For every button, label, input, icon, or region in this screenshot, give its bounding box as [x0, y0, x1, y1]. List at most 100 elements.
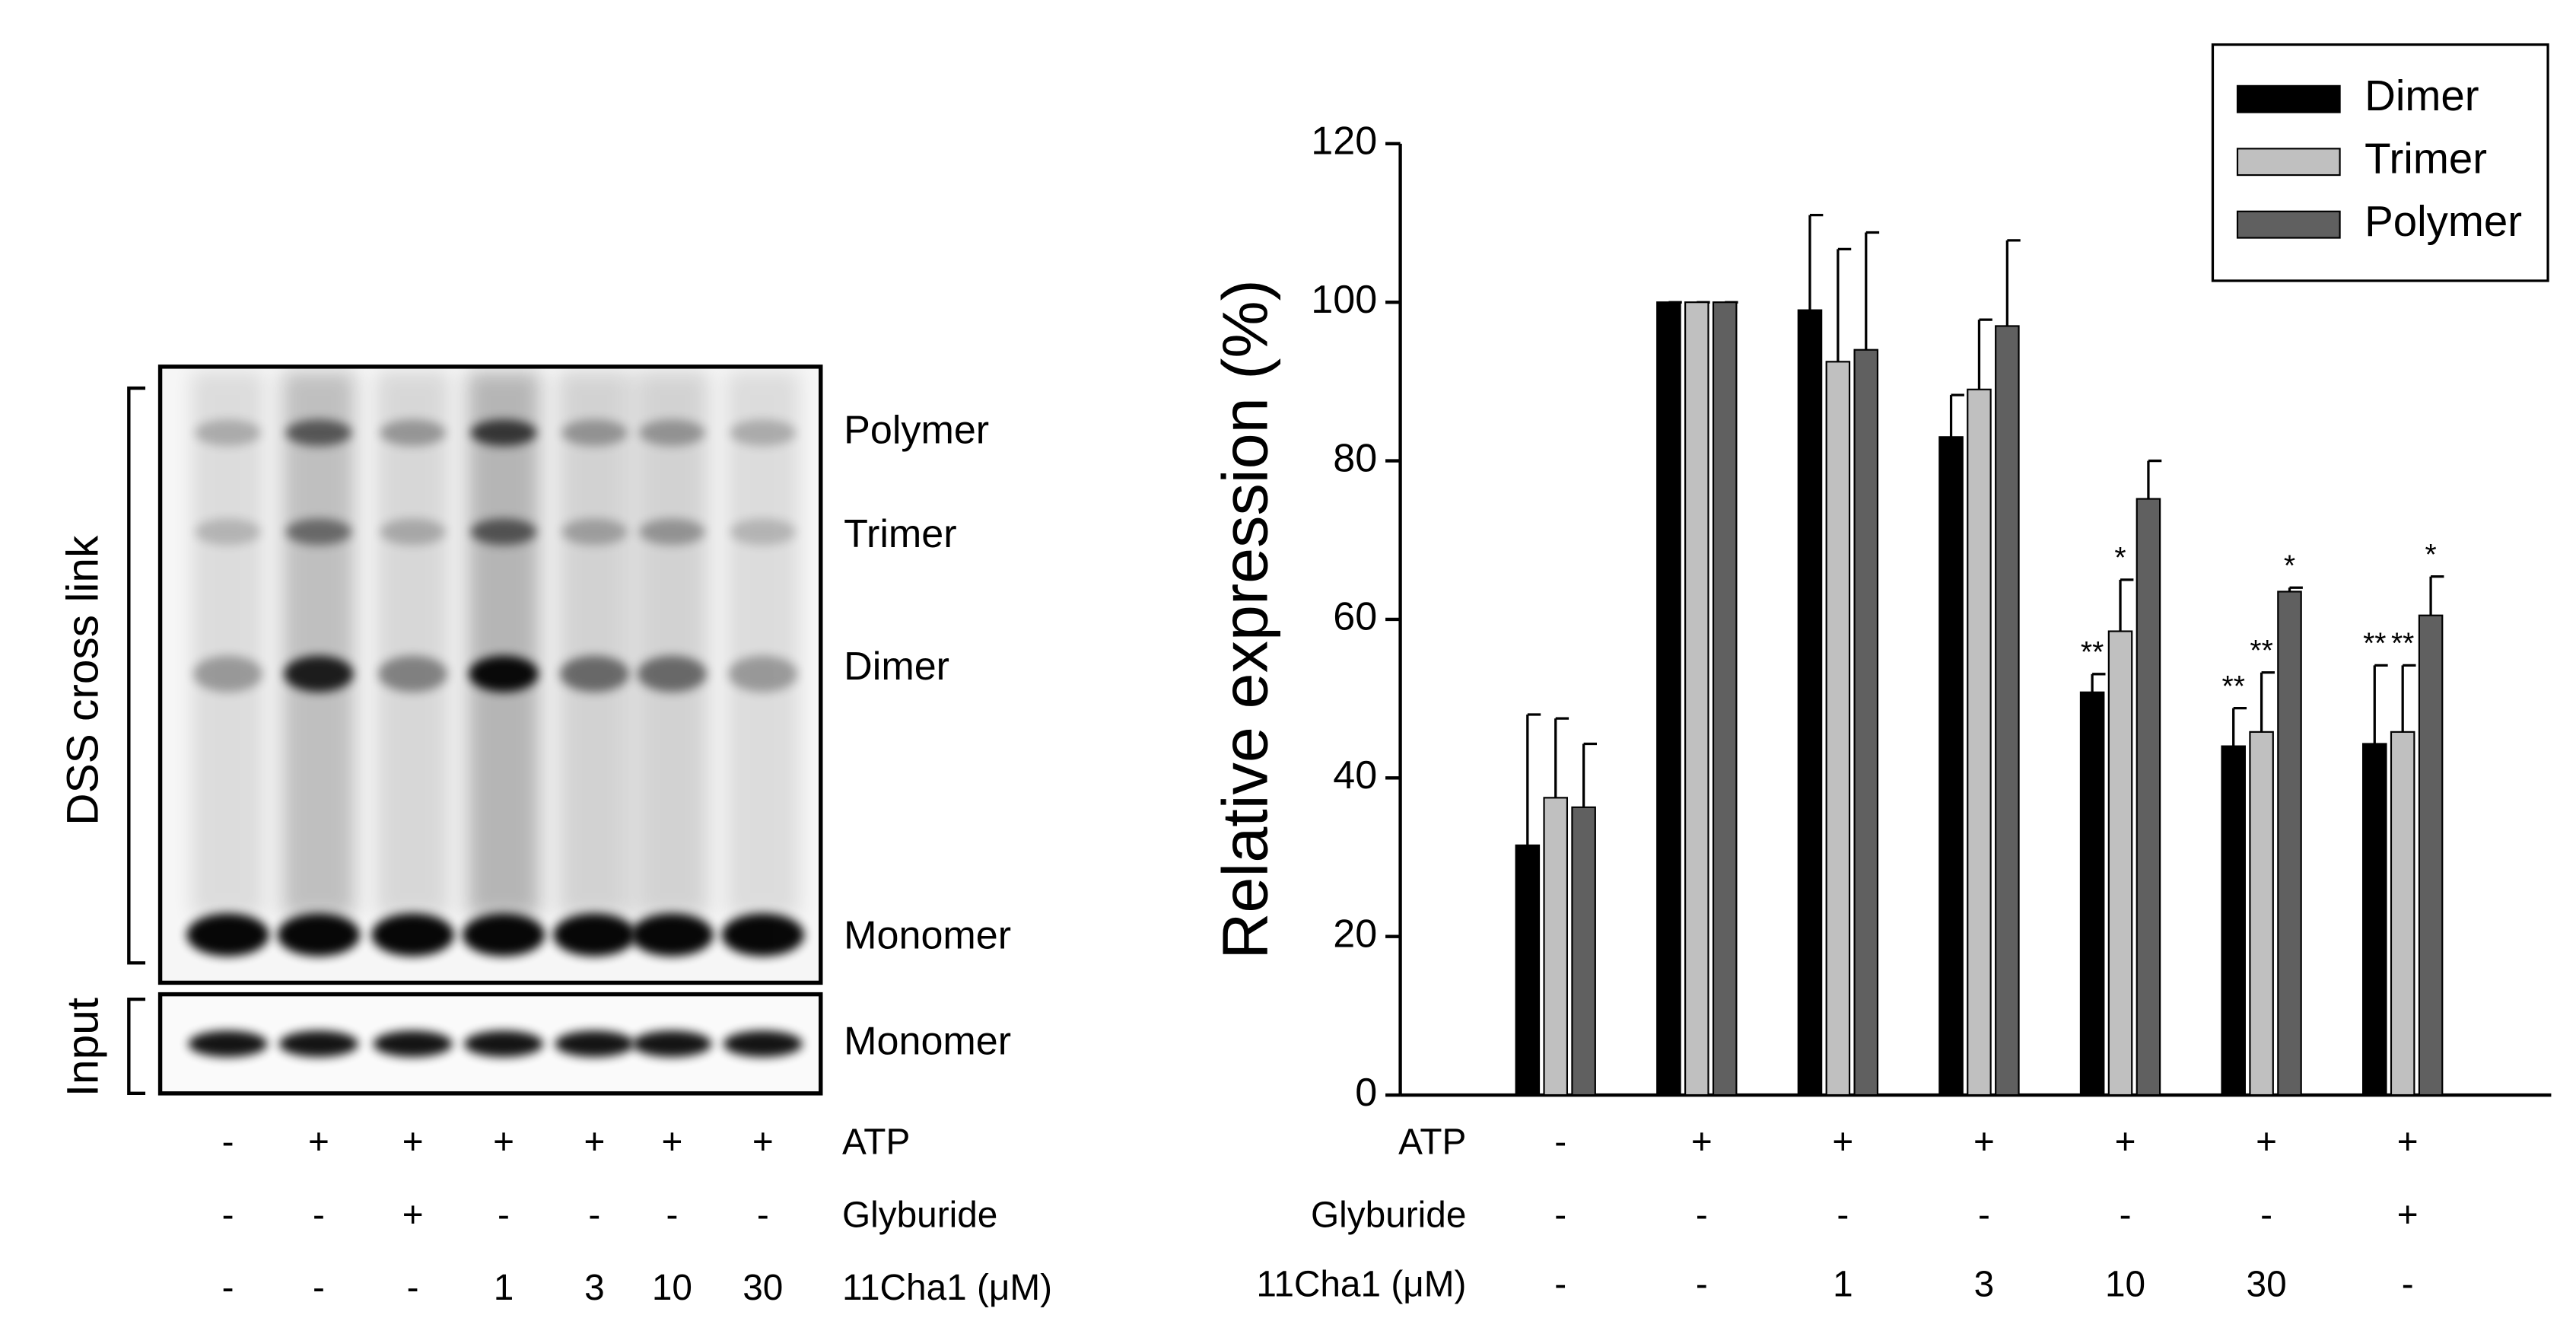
bar	[2221, 745, 2246, 1097]
band	[637, 655, 707, 692]
band	[195, 518, 261, 546]
condition-value: -	[498, 1195, 510, 1235]
condition-value: -	[222, 1195, 234, 1235]
condition-value: +	[2397, 1122, 2419, 1163]
condition-value: -	[1554, 1264, 1566, 1304]
legend-label: Dimer	[2365, 72, 2479, 119]
bar	[2136, 498, 2161, 1097]
condition-value: 10	[652, 1268, 692, 1308]
condition-value: 10	[2105, 1264, 2145, 1304]
y-tick-label: 100	[1311, 278, 1377, 322]
condition-value: +	[493, 1122, 514, 1163]
dss-label: DSS cross link	[58, 535, 107, 826]
condition-label: 11Cha1 (μM)	[842, 1268, 1052, 1308]
condition-value: 3	[1974, 1264, 1995, 1304]
bar	[1825, 361, 1851, 1097]
band	[730, 518, 797, 546]
lane-smear	[376, 371, 450, 917]
condition-value: 1	[1833, 1264, 1853, 1304]
band	[730, 419, 797, 447]
band-label: Polymer	[844, 408, 989, 452]
significance-mark: **	[2363, 628, 2386, 661]
condition-value: +	[2397, 1195, 2419, 1235]
condition-value: -	[2402, 1264, 2414, 1304]
significance-mark: **	[2391, 628, 2414, 661]
legend-label: Polymer	[2365, 197, 2522, 245]
condition-value: +	[2115, 1122, 2136, 1163]
y-tick-label: 40	[1333, 753, 1377, 797]
band	[378, 655, 448, 692]
band	[285, 419, 352, 447]
band	[380, 518, 447, 546]
condition-value: -	[2260, 1195, 2272, 1235]
significance-mark: **	[2081, 636, 2104, 669]
bar	[2390, 731, 2415, 1097]
condition-value: +	[402, 1195, 424, 1235]
lane-smear	[191, 371, 265, 917]
condition-value: -	[1554, 1195, 1566, 1235]
band	[188, 1030, 268, 1058]
legend-swatch	[2236, 210, 2341, 239]
dss-bracket	[127, 386, 146, 965]
condition-value: +	[752, 1122, 774, 1163]
condition-value: 3	[584, 1268, 605, 1308]
band	[631, 913, 714, 957]
condition-label: 11Cha1 (μM)	[1256, 1264, 1466, 1304]
bar	[1571, 806, 1596, 1097]
y-axis-title: Relative expression (%)	[1208, 279, 1280, 960]
condition-value: -	[407, 1268, 419, 1308]
band-label: Monomer	[844, 914, 1011, 958]
condition-value: 1	[494, 1268, 514, 1308]
blot-input-image	[160, 994, 821, 1093]
band	[285, 518, 352, 546]
legend-swatch	[2236, 84, 2341, 113]
band	[278, 1030, 359, 1058]
band	[639, 419, 705, 447]
bar	[2249, 731, 2274, 1097]
band	[462, 913, 545, 957]
condition-value: -	[666, 1195, 678, 1235]
condition-value: -	[1837, 1195, 1849, 1235]
band	[277, 913, 361, 957]
band	[469, 655, 539, 692]
condition-value: 30	[2247, 1264, 2287, 1304]
condition-value: +	[308, 1122, 329, 1163]
condition-value: +	[661, 1122, 682, 1163]
band	[559, 655, 629, 692]
bar	[1797, 309, 1823, 1097]
lane-smear	[727, 371, 800, 917]
legend-swatch	[2236, 148, 2341, 177]
bar	[1853, 349, 1879, 1097]
bar	[2418, 614, 2444, 1097]
band	[186, 913, 269, 957]
condition-value: -	[222, 1122, 234, 1163]
band	[470, 518, 537, 546]
condition-label: Glyburide	[1311, 1195, 1466, 1235]
condition-value: -	[313, 1268, 325, 1308]
y-tick-label: 0	[1355, 1071, 1377, 1115]
condition-value: +	[2256, 1122, 2277, 1163]
band	[561, 518, 628, 546]
lane-smear	[282, 371, 355, 917]
significance-mark: **	[2250, 635, 2272, 667]
lane-smear	[558, 371, 631, 917]
band	[373, 1030, 453, 1058]
condition-value: +	[1973, 1122, 1995, 1163]
condition-value: -	[588, 1195, 600, 1235]
significance-mark: *	[2114, 542, 2126, 575]
bar	[1684, 301, 1709, 1097]
condition-label: ATP	[1398, 1122, 1466, 1163]
condition-label: ATP	[842, 1122, 910, 1163]
condition-value: -	[1554, 1122, 1566, 1163]
band	[553, 913, 636, 957]
condition-value: +	[1832, 1122, 1853, 1163]
y-tick-label: 120	[1311, 119, 1377, 164]
condition-value: 30	[743, 1268, 783, 1308]
significance-mark: *	[2425, 539, 2436, 571]
band	[639, 518, 705, 546]
significance-mark: **	[2222, 670, 2245, 703]
y-tick-label: 60	[1333, 595, 1377, 639]
y-tick-label: 80	[1333, 436, 1377, 480]
band	[555, 1030, 634, 1058]
